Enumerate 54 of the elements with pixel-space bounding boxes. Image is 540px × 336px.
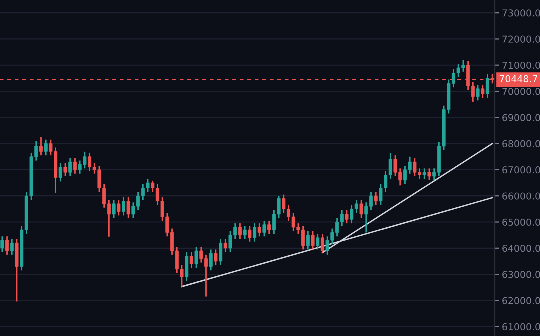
candlestick xyxy=(258,222,262,238)
candlestick xyxy=(481,84,485,99)
ref-line-label: 70448.7 xyxy=(500,75,538,83)
candlestick xyxy=(73,158,77,175)
candlestick xyxy=(422,168,426,180)
candlestick xyxy=(262,220,266,238)
candlestick xyxy=(10,238,14,256)
y-tick-label: 72000.0 xyxy=(502,36,540,43)
candlestick xyxy=(253,222,257,243)
candlestick xyxy=(214,249,218,266)
candlestick xyxy=(219,238,223,266)
candlestick xyxy=(126,196,130,220)
y-tick-label: 64000.0 xyxy=(502,244,540,252)
candlestick xyxy=(316,233,320,250)
candlestick xyxy=(209,249,213,272)
candlestick xyxy=(68,158,72,178)
candlestick xyxy=(238,222,242,240)
candlestick xyxy=(58,162,62,182)
candlestick xyxy=(306,230,310,250)
candlestick xyxy=(64,162,68,178)
candlestick xyxy=(428,168,432,182)
candlestick xyxy=(0,236,4,254)
y-tick-label: 67000.0 xyxy=(502,166,540,174)
candlestick xyxy=(320,233,324,254)
candlestick xyxy=(122,196,126,216)
y-tick-label: 73000.0 xyxy=(502,10,540,17)
y-tick-label: 71000.0 xyxy=(502,62,540,70)
y-tick-label: 66000.0 xyxy=(502,192,540,200)
candlestick xyxy=(15,238,19,302)
candlestick xyxy=(311,230,315,250)
y-tick-label: 65000.0 xyxy=(502,218,540,226)
candlestick xyxy=(44,139,48,156)
candlestick xyxy=(374,191,378,206)
candlestick xyxy=(190,252,194,269)
candlestick xyxy=(39,136,44,156)
candlestick xyxy=(112,199,116,220)
candlestick xyxy=(345,210,349,224)
candlestick xyxy=(360,199,364,220)
y-tick-label: 69000.0 xyxy=(502,114,540,122)
candlestick xyxy=(248,225,252,243)
y-tick-label: 68000.0 xyxy=(502,140,540,148)
y-tick-label: 63000.0 xyxy=(502,271,540,278)
y-tick-label: 61000.0 xyxy=(502,323,540,331)
y-tick-label: 62000.0 xyxy=(502,297,540,304)
candlestick xyxy=(6,236,10,256)
candlestick xyxy=(117,199,121,216)
candlestick xyxy=(194,246,198,269)
candlestick xyxy=(243,225,247,240)
candlestick xyxy=(476,84,480,102)
candlestick xyxy=(268,220,272,235)
candlestick xyxy=(224,238,228,254)
candlestick xyxy=(185,252,189,282)
candlestick xyxy=(486,74,490,99)
y-tick-label: 70000.0 xyxy=(502,88,540,96)
